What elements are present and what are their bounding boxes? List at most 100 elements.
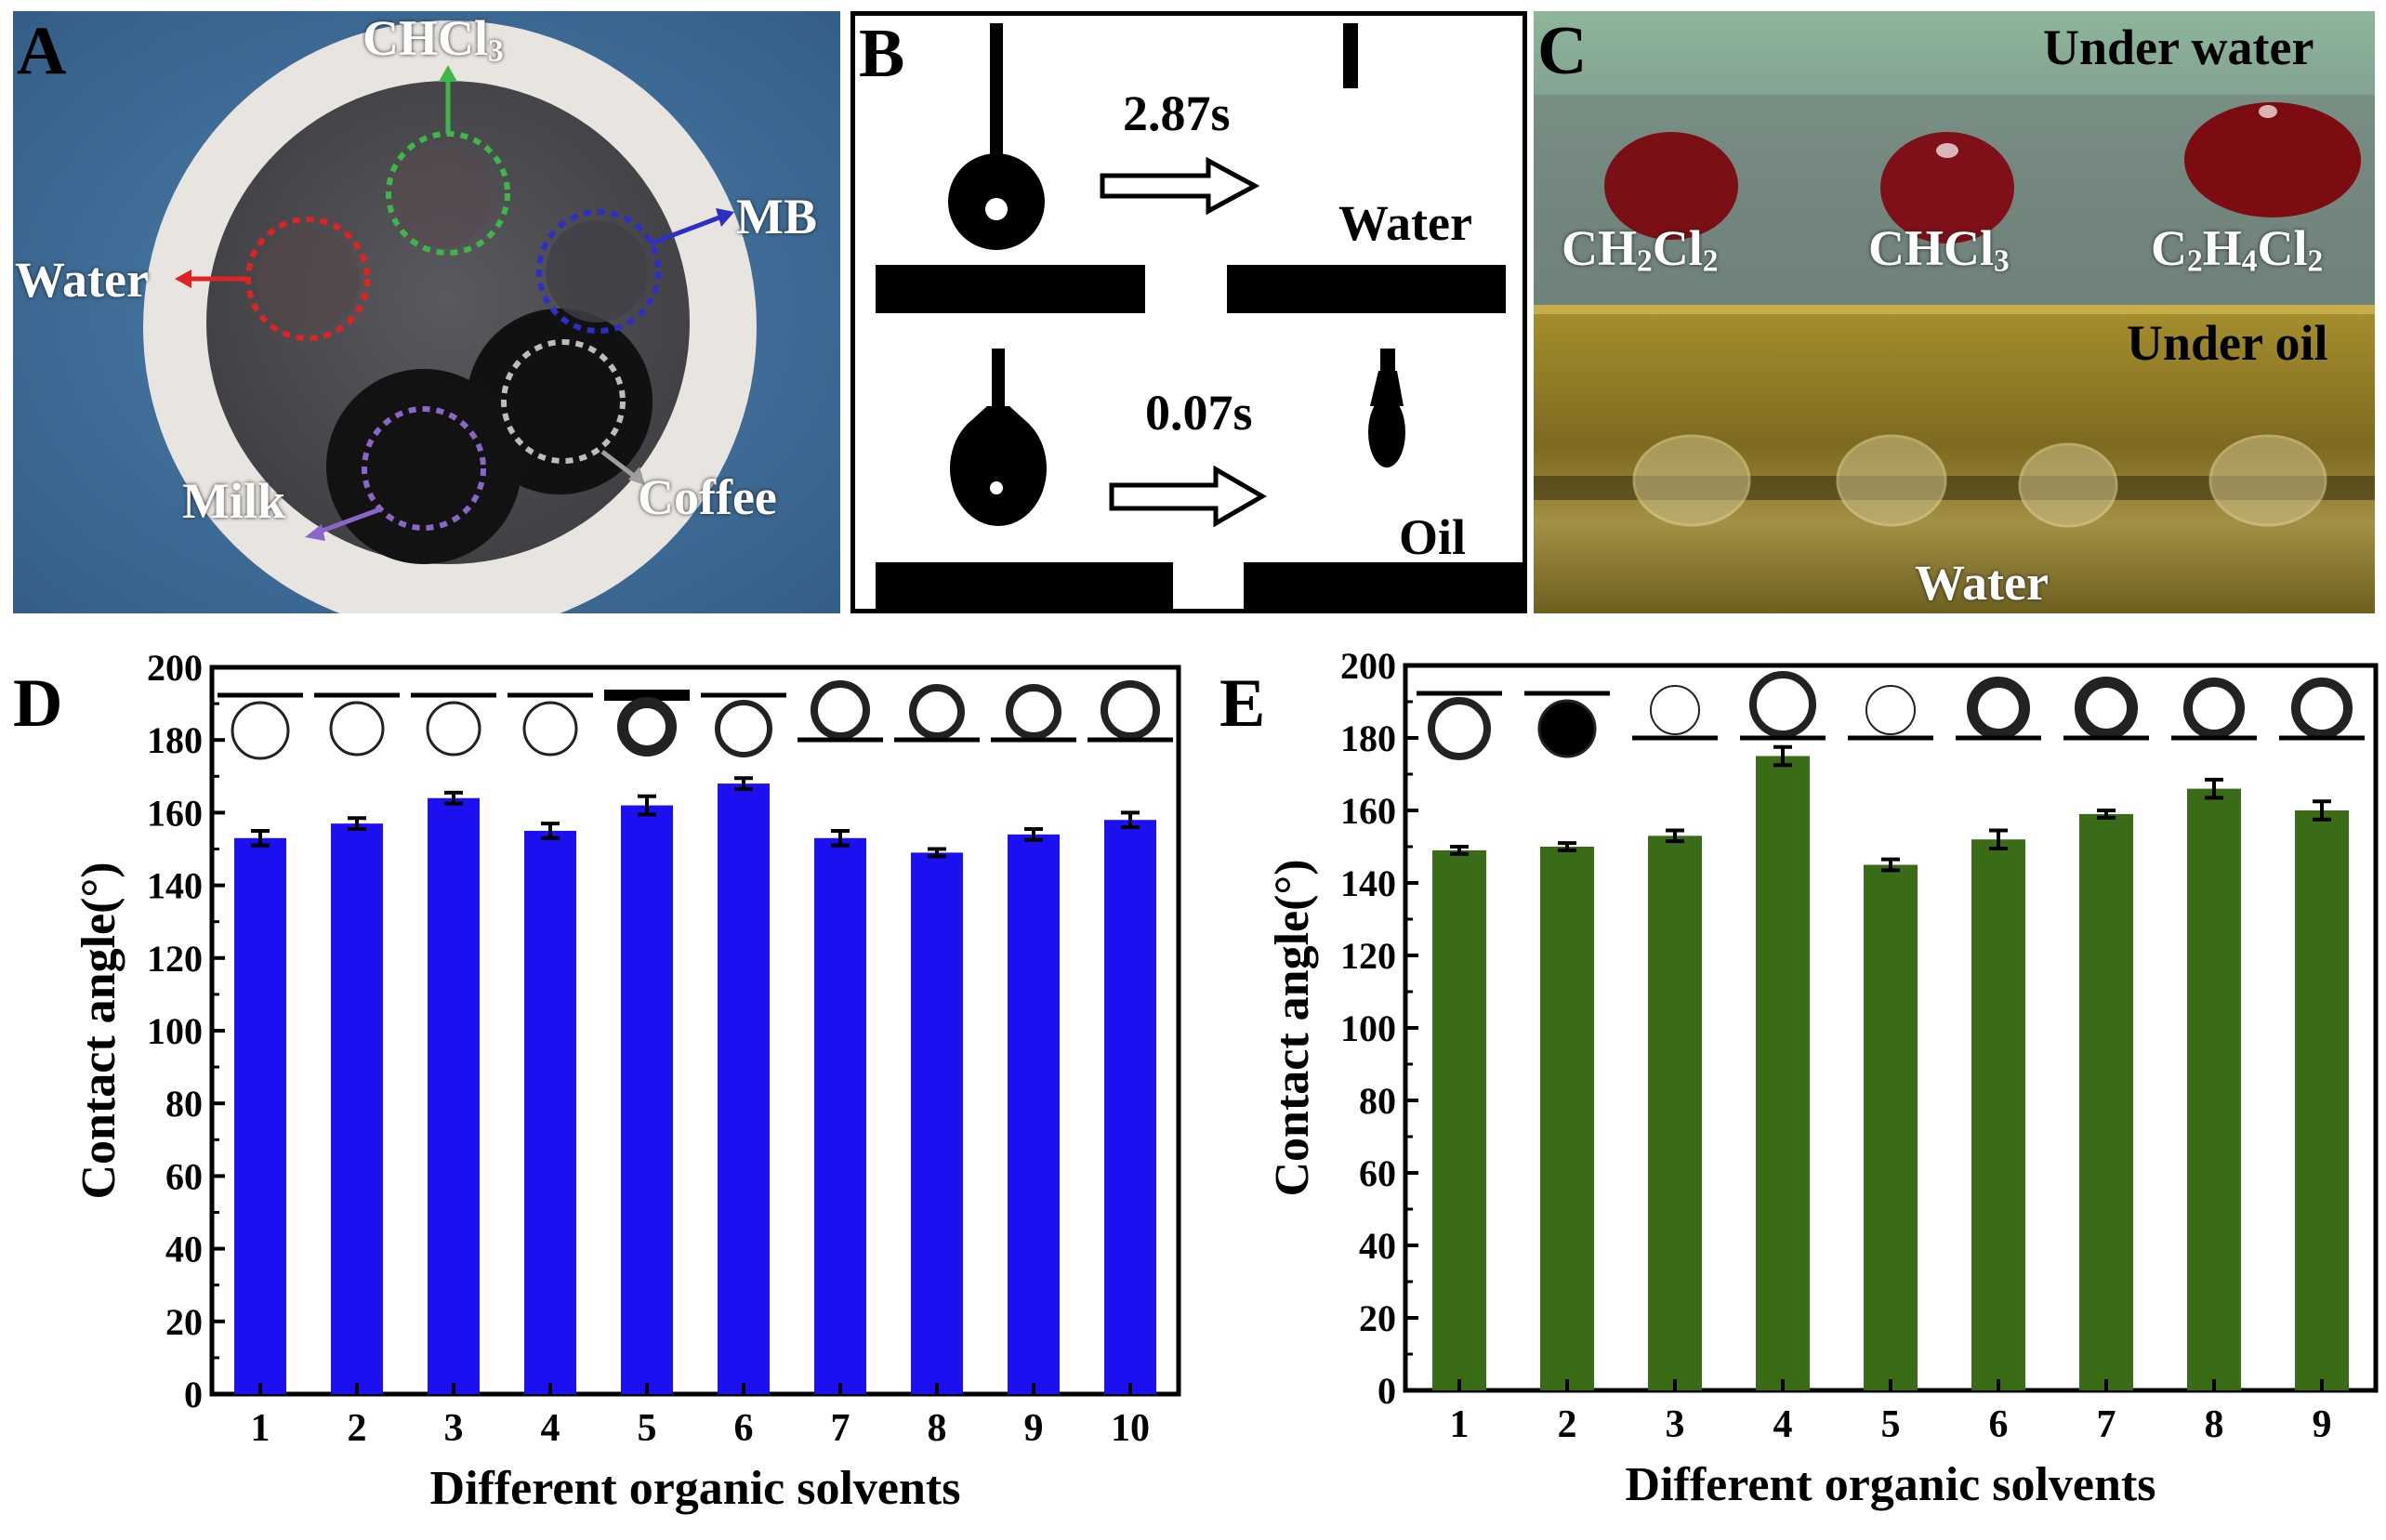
droplet-inset-icon bbox=[314, 692, 400, 757]
milk-stain bbox=[326, 369, 521, 564]
droplet-inset-icon bbox=[1956, 677, 2041, 741]
water-droplet-2 bbox=[1836, 434, 1947, 527]
x-tick-label: 3 bbox=[1666, 1403, 1685, 1446]
label-under-water: Under water bbox=[2043, 20, 2314, 75]
y-tick-label: 0 bbox=[184, 1374, 203, 1415]
y-tick-label: 80 bbox=[1359, 1080, 1396, 1122]
y-tick-label: 40 bbox=[1359, 1225, 1396, 1267]
oil-drop-icon bbox=[950, 411, 1047, 526]
droplet-inset-icon bbox=[701, 692, 786, 757]
panel-d-letter: D bbox=[13, 665, 63, 742]
label-chcl3: CHCl3 bbox=[363, 11, 504, 69]
bar bbox=[718, 783, 770, 1394]
panel-a-photo bbox=[13, 11, 840, 613]
panel-e: 0 20 40 60 80 100 120 140 160 180 200 1 2 3 4 5 6 7 8 9 Diff… bbox=[1199, 632, 2386, 1540]
bar bbox=[1008, 834, 1060, 1394]
bar bbox=[1104, 820, 1156, 1394]
label-milk: Milk bbox=[182, 473, 286, 529]
y-tick-label: 120 bbox=[147, 938, 203, 980]
panel-b-letter: B bbox=[859, 16, 905, 92]
x-tick-label: 5 bbox=[1881, 1403, 1901, 1446]
red-droplet-2 bbox=[1880, 132, 2014, 244]
panel-b: B 2.87s Water 0.07s Oil bbox=[850, 11, 1527, 613]
x-tick-label: 2 bbox=[1558, 1403, 1577, 1446]
panel-c-letter: C bbox=[1537, 13, 1588, 89]
label-c-chcl3: CHCl3 bbox=[1868, 220, 2010, 279]
bar bbox=[621, 805, 673, 1394]
y-tick-label: 60 bbox=[1359, 1152, 1396, 1194]
bar bbox=[331, 823, 383, 1394]
chart-d: 0 20 40 60 80 100 120 140 160 180 200 1 2 3 4 5 6 7 8 9 10 Di… bbox=[73, 647, 1181, 1515]
droplet-inset-icon bbox=[411, 692, 496, 757]
droplet-inset-icon bbox=[1524, 691, 1610, 758]
x-tick-label: 8 bbox=[928, 1407, 947, 1450]
y-tick-label: 140 bbox=[147, 865, 203, 907]
bar bbox=[2187, 788, 2241, 1390]
y-tick-label: 200 bbox=[147, 647, 203, 689]
x-tick-label: 2 bbox=[348, 1407, 367, 1450]
x-tick-label: 1 bbox=[1450, 1403, 1470, 1446]
chart-e: 0 20 40 60 80 100 120 140 160 180 200 1 2 3 4 5 6 7 8 9 Diff… bbox=[1266, 645, 2379, 1511]
x-tick-label: 5 bbox=[638, 1407, 657, 1450]
y-tick-label: 20 bbox=[1359, 1297, 1396, 1339]
bar bbox=[1648, 836, 1702, 1390]
panel-c-photo bbox=[1534, 11, 2375, 613]
y-tick-label: 140 bbox=[1340, 862, 1396, 904]
y-tick-label: 0 bbox=[1378, 1370, 1396, 1412]
arrow-chcl3-icon bbox=[439, 65, 457, 82]
label-b-water: Water bbox=[1338, 195, 1472, 251]
arrow-mb-icon bbox=[716, 208, 734, 227]
x-tick-label: 9 bbox=[1024, 1407, 1044, 1450]
y-tick-label: 100 bbox=[1340, 1007, 1396, 1049]
bar bbox=[1756, 756, 1810, 1390]
droplet-inset-icon bbox=[1632, 685, 1718, 741]
bar bbox=[524, 830, 576, 1394]
y-tick-label: 200 bbox=[1340, 645, 1396, 687]
time-oil: 0.07s bbox=[1145, 385, 1253, 441]
circle-mb bbox=[536, 209, 661, 334]
droplet-inset-icon bbox=[218, 692, 303, 760]
bar bbox=[428, 797, 480, 1394]
x-tick-label: 6 bbox=[1989, 1403, 2009, 1446]
panel-a-letter: A bbox=[17, 13, 67, 89]
droplet-inset-icon bbox=[1848, 685, 1933, 741]
panel-a: A CHCl3 MB Water Milk Coffee bbox=[13, 11, 840, 613]
bar bbox=[2079, 813, 2133, 1390]
y-tick-label: 180 bbox=[1340, 717, 1396, 759]
x-tick-label: 8 bbox=[2205, 1403, 2224, 1446]
x-tick-label: 7 bbox=[831, 1407, 850, 1450]
y-tick-label: 120 bbox=[1340, 935, 1396, 977]
y-axis-label: Contact angle(°) bbox=[1266, 859, 1319, 1196]
droplet-inset-icon bbox=[1088, 680, 1173, 743]
bar bbox=[1540, 847, 1594, 1390]
y-tick-label: 100 bbox=[147, 1010, 203, 1052]
y-tick-label: 60 bbox=[165, 1155, 203, 1197]
panel-e-letter: E bbox=[1219, 665, 1266, 742]
droplet-inset-icon bbox=[1740, 671, 1826, 741]
arrow-water-icon bbox=[175, 270, 191, 288]
y-axis-label: Contact angle(°) bbox=[73, 862, 125, 1199]
y-tick-label: 40 bbox=[165, 1229, 203, 1270]
bar bbox=[2295, 810, 2349, 1390]
y-tick-label: 160 bbox=[147, 792, 203, 834]
x-tick-label: 4 bbox=[1773, 1403, 1793, 1446]
panel-c: C Under water Under oil Water CH2Cl2 CHC… bbox=[1534, 11, 2375, 613]
bar bbox=[814, 837, 866, 1394]
droplet-inset-icon bbox=[2171, 678, 2257, 741]
y-tick-label: 80 bbox=[165, 1083, 203, 1125]
panel-d: 0 20 40 60 80 100 120 140 160 180 200 1 2 3 4 5 6 7 8 9 10 Di… bbox=[0, 632, 1190, 1540]
x-axis-label: Different organic solvents bbox=[1626, 1458, 2156, 1511]
droplet-inset-icon bbox=[508, 692, 593, 757]
x-axis-label: Different organic solvents bbox=[430, 1462, 961, 1515]
y-tick-label: 20 bbox=[165, 1301, 203, 1343]
bar bbox=[1971, 839, 2025, 1390]
bar bbox=[911, 852, 963, 1394]
label-under-oil: Under oil bbox=[2127, 315, 2328, 371]
droplet-inset-icon bbox=[1417, 691, 1502, 760]
x-tick-label: 1 bbox=[251, 1407, 270, 1450]
droplet-inset-icon bbox=[798, 680, 883, 743]
circle-coffee bbox=[501, 339, 626, 464]
x-tick-label: 6 bbox=[734, 1407, 754, 1450]
water-droplet-4 bbox=[2208, 434, 2327, 527]
label-coffee: Coffee bbox=[638, 469, 777, 525]
